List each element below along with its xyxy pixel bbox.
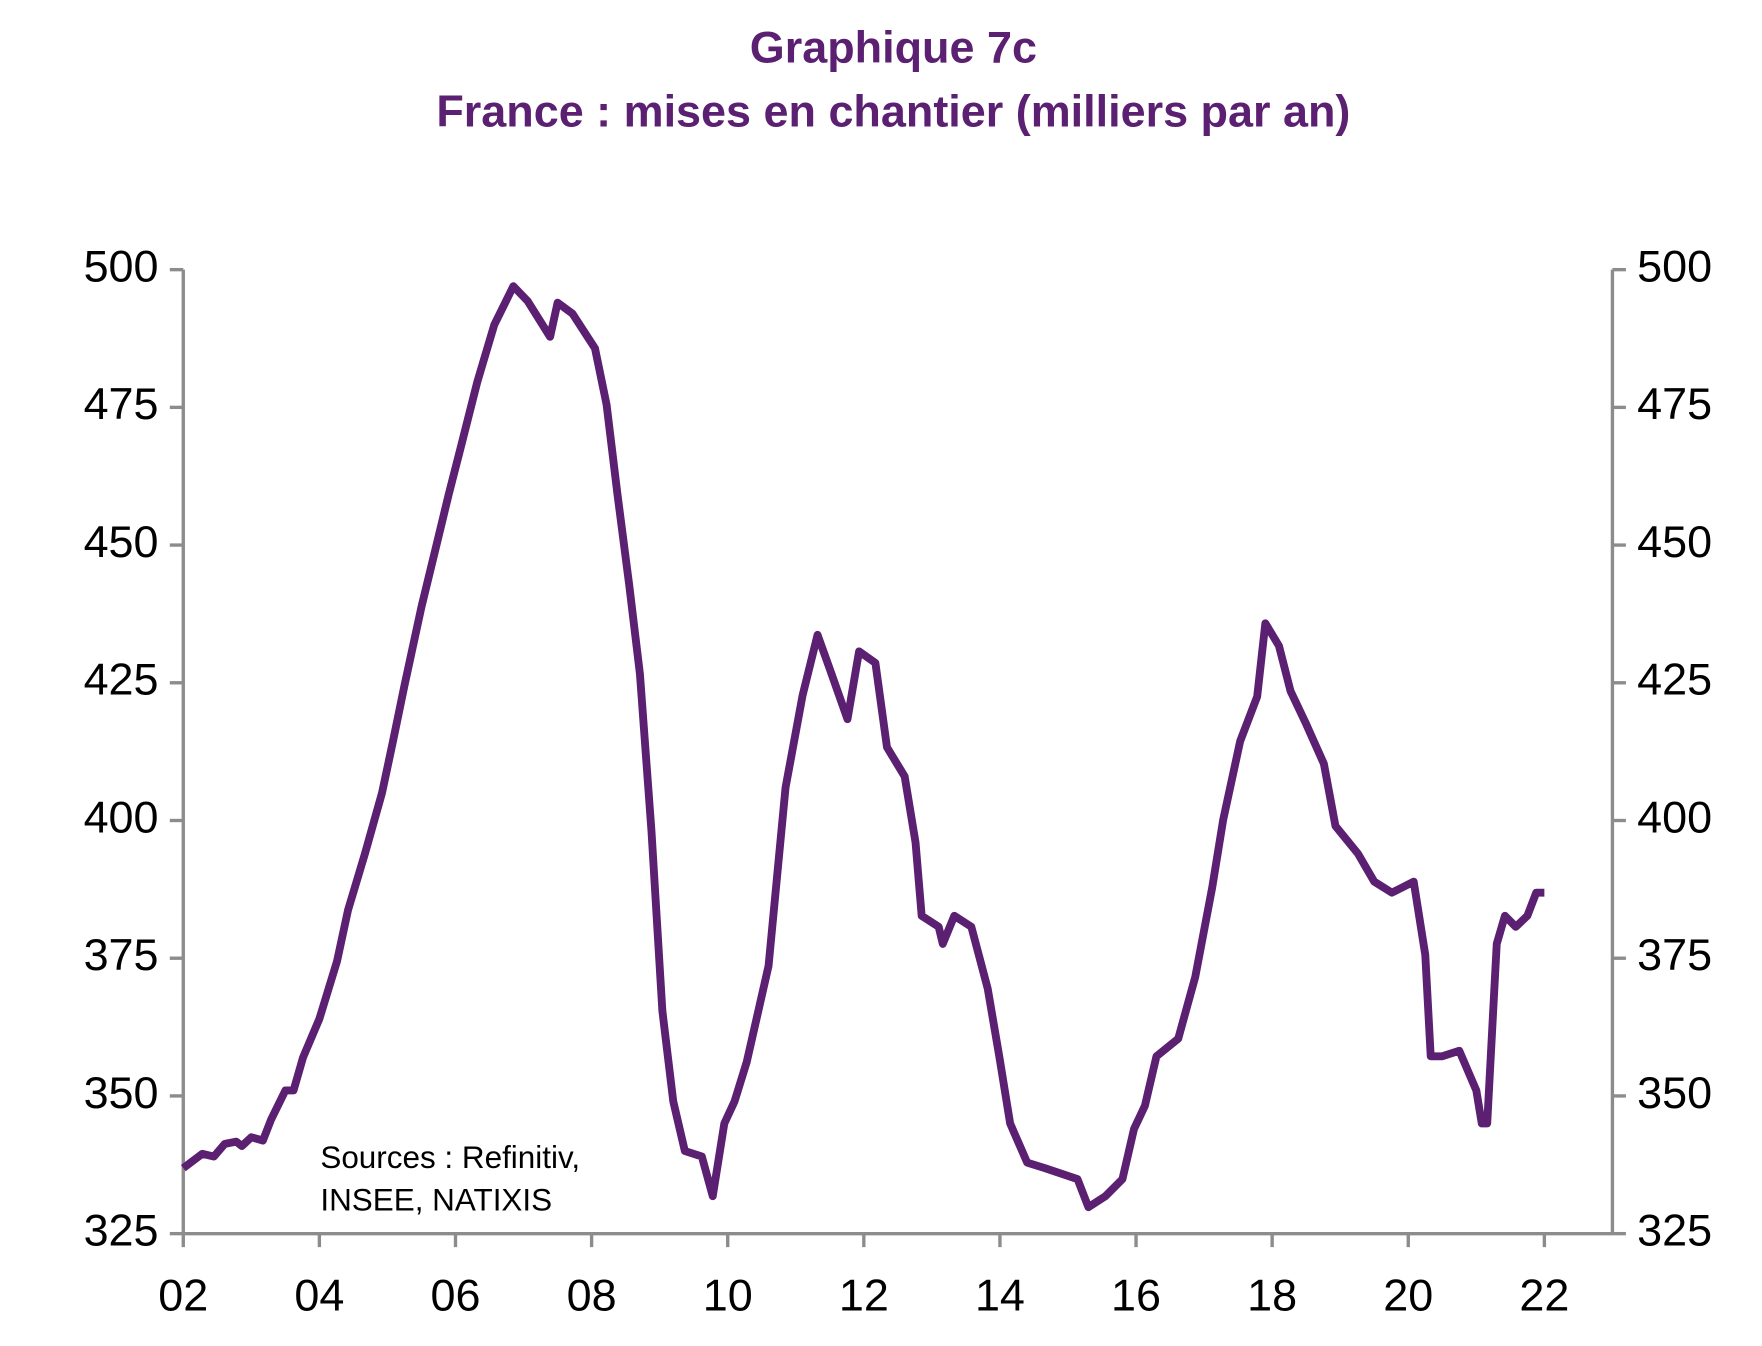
- y2-tick-label: 500: [1637, 241, 1712, 292]
- x-tick-label: 18: [1247, 1270, 1297, 1321]
- y-tick-label: 450: [84, 516, 159, 567]
- chart-subtitle: France : mises en chantier (milliers par…: [436, 85, 1350, 136]
- x-tick-label: 08: [567, 1270, 617, 1321]
- y2-tick-label: 325: [1637, 1205, 1712, 1256]
- y2-tick-label: 350: [1637, 1067, 1712, 1118]
- x-tick-label: 14: [975, 1270, 1025, 1321]
- y-tick-label: 425: [84, 654, 159, 705]
- y2-tick-label: 425: [1637, 654, 1712, 705]
- x-tick-label: 16: [1111, 1270, 1161, 1321]
- y-tick-label: 325: [84, 1205, 159, 1256]
- x-tick-label: 02: [158, 1270, 208, 1321]
- y-tick-label: 400: [84, 791, 159, 842]
- y-tick-label: 350: [84, 1067, 159, 1118]
- x-tick-label: 12: [839, 1270, 889, 1321]
- x-tick-label: 04: [294, 1270, 344, 1321]
- y-tick-label: 475: [84, 378, 159, 429]
- y2-tick-label: 400: [1637, 791, 1712, 842]
- annotation: Sources : Refinitiv,: [320, 1140, 580, 1175]
- y2-tick-label: 475: [1637, 378, 1712, 429]
- y-tick-label: 500: [84, 241, 159, 292]
- x-tick-label: 06: [431, 1270, 481, 1321]
- y-tick-label: 375: [84, 929, 159, 980]
- y2-tick-label: 375: [1637, 929, 1712, 980]
- annotation: INSEE, NATIXIS: [320, 1182, 552, 1217]
- chart-title: Graphique 7c: [750, 21, 1037, 72]
- y2-tick-label: 450: [1637, 516, 1712, 567]
- x-tick-label: 10: [703, 1270, 753, 1321]
- x-tick-label: 22: [1519, 1270, 1569, 1321]
- x-tick-label: 20: [1383, 1270, 1433, 1321]
- line: [180, 282, 1545, 1212]
